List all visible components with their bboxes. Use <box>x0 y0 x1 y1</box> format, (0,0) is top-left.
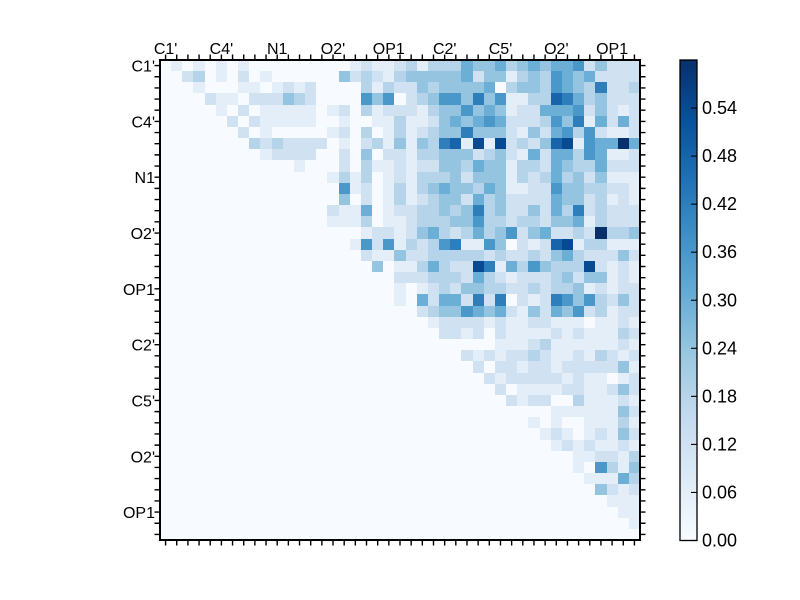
svg-text:0.48: 0.48 <box>702 146 737 166</box>
svg-text:C4': C4' <box>210 41 234 58</box>
svg-text:O2': O2' <box>131 226 155 243</box>
svg-text:0.12: 0.12 <box>702 434 737 454</box>
svg-text:O2': O2' <box>131 449 155 466</box>
svg-text:N1: N1 <box>135 170 156 187</box>
svg-text:OP1: OP1 <box>373 41 405 58</box>
svg-text:0.06: 0.06 <box>702 482 737 502</box>
svg-text:C2': C2' <box>433 41 457 58</box>
svg-text:O2': O2' <box>544 41 568 58</box>
svg-text:C2': C2' <box>131 338 155 355</box>
svg-text:0.30: 0.30 <box>702 290 737 310</box>
svg-text:0.54: 0.54 <box>702 98 737 118</box>
svg-text:C5': C5' <box>131 394 155 411</box>
svg-text:C1': C1' <box>131 59 155 76</box>
svg-text:0.00: 0.00 <box>702 531 737 551</box>
svg-text:C5': C5' <box>489 41 513 58</box>
svg-text:OP1: OP1 <box>596 41 628 58</box>
svg-text:0.42: 0.42 <box>702 194 737 214</box>
svg-text:0.18: 0.18 <box>702 386 737 406</box>
svg-text:0.36: 0.36 <box>702 242 737 262</box>
svg-text:N1: N1 <box>267 41 288 58</box>
svg-text:OP1: OP1 <box>123 282 155 299</box>
svg-text:C4': C4' <box>131 114 155 131</box>
svg-text:C1': C1' <box>154 41 178 58</box>
svg-text:OP1: OP1 <box>123 505 155 522</box>
svg-text:0.24: 0.24 <box>702 338 737 358</box>
svg-text:O2': O2' <box>321 41 345 58</box>
